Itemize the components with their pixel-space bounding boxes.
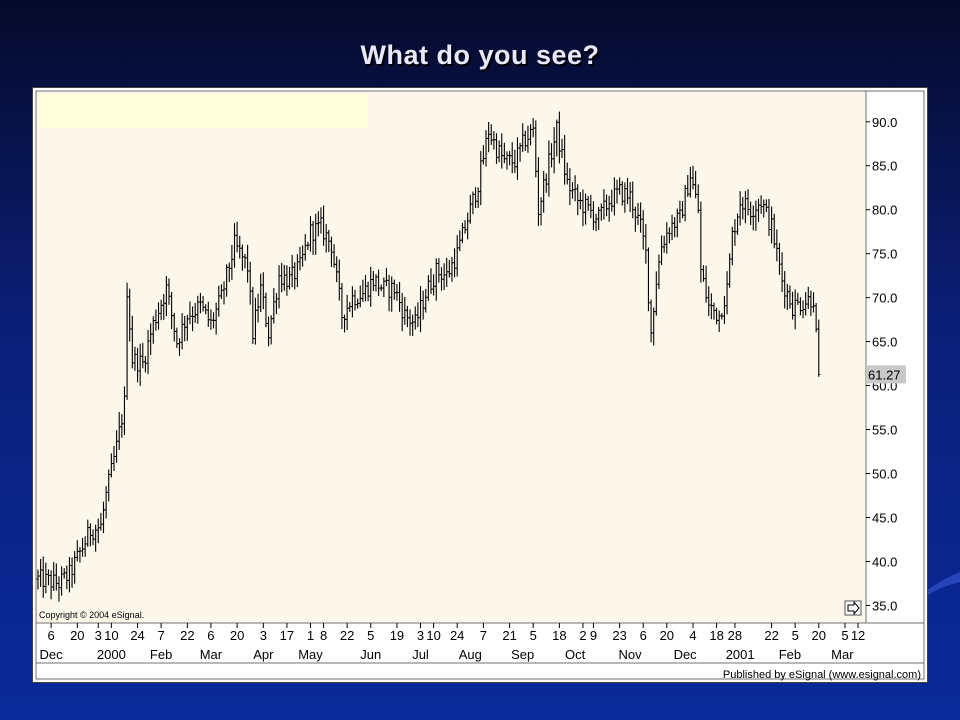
y-tick-label: 50.0 xyxy=(872,467,897,482)
x-day-label: 3 xyxy=(417,628,424,643)
slide-title: What do you see? xyxy=(360,40,600,70)
y-tick-label: 40.0 xyxy=(872,554,897,569)
y-tick-label: 70.0 xyxy=(872,291,897,306)
x-month-label: Jun xyxy=(360,647,381,662)
x-day-label: 3 xyxy=(95,628,102,643)
x-day-label: 18 xyxy=(709,628,723,643)
x-day-label: 10 xyxy=(426,628,440,643)
y-tick-label: 35.0 xyxy=(872,598,897,613)
last-price-label: 61.27 xyxy=(868,367,901,382)
x-day-label: 6 xyxy=(640,628,647,643)
x-day-label: 4 xyxy=(689,628,696,643)
x-day-label: 9 xyxy=(590,628,597,643)
x-day-label: 6 xyxy=(47,628,54,643)
x-month-label: Apr xyxy=(253,647,274,662)
x-month-label: Dec xyxy=(40,647,64,662)
y-tick-label: 55.0 xyxy=(872,423,897,438)
decorative-swoosh xyxy=(922,572,960,596)
x-month-label: Sep xyxy=(511,647,534,662)
footer-bar xyxy=(35,662,925,680)
x-month-label: 2001 xyxy=(726,647,755,662)
plot-area xyxy=(35,90,867,624)
x-day-label: 28 xyxy=(728,628,742,643)
x-month-label: 2000 xyxy=(97,647,126,662)
x-day-label: 2 xyxy=(579,628,586,643)
x-day-label: 5 xyxy=(792,628,799,643)
x-day-label: 20 xyxy=(812,628,826,643)
x-month-label: Mar xyxy=(831,647,854,662)
x-day-label: 8 xyxy=(320,628,327,643)
x-day-label: 20 xyxy=(230,628,244,643)
x-day-label: 7 xyxy=(158,628,165,643)
x-day-label: 6 xyxy=(207,628,214,643)
x-month-label: Feb xyxy=(150,647,172,662)
chart-frame: Copyright © 2004 eSignal. 35.0 40.0 45.0 50… xyxy=(32,87,928,683)
x-day-label: 23 xyxy=(612,628,626,643)
x-day-label: 22 xyxy=(340,628,354,643)
x-day-label: 10 xyxy=(104,628,118,643)
x-day-label: 17 xyxy=(280,628,294,643)
ohlc-bar xyxy=(817,319,821,377)
x-day-label: 19 xyxy=(390,628,404,643)
scroll-arrow-icon[interactable] xyxy=(844,600,862,616)
y-tick-label: 65.0 xyxy=(872,335,897,350)
x-axis-ticks: 6 20 3 10 24 7 22 6 20 3 17 1 8 22 5 19 3 10 24 7 21 5 18 2 9 23 6… xyxy=(40,623,865,662)
x-month-label: Oct xyxy=(565,647,586,662)
x-day-label: 5 xyxy=(367,628,374,643)
x-day-label: 3 xyxy=(260,628,267,643)
x-month-label: Jul xyxy=(412,647,429,662)
y-tick-label: 90.0 xyxy=(872,115,897,130)
x-day-label: 22 xyxy=(764,628,778,643)
x-month-label: Mar xyxy=(200,647,223,662)
x-month-label: May xyxy=(298,647,323,662)
price-bars xyxy=(36,111,821,602)
publisher-credit: Published by eSignal (www.esignal.com) xyxy=(722,669,921,681)
copyright-text: Copyright © 2004 eSignal. xyxy=(39,610,144,620)
header-mask xyxy=(40,94,368,128)
x-day-label: 7 xyxy=(480,628,487,643)
price-chart: Copyright © 2004 eSignal. 35.0 40.0 45.0 50… xyxy=(35,90,925,680)
y-tick-label: 80.0 xyxy=(872,203,897,218)
x-day-label: 18 xyxy=(552,628,566,643)
x-day-label: 20 xyxy=(660,628,674,643)
x-month-label: Nov xyxy=(619,647,643,662)
x-day-label: 20 xyxy=(70,628,84,643)
x-day-label: 1 xyxy=(307,628,314,643)
y-tick-label: 85.0 xyxy=(872,159,897,174)
x-axis-area xyxy=(35,622,925,664)
x-day-label: 5 xyxy=(841,628,848,643)
x-day-label: 5 xyxy=(530,628,537,643)
y-tick-label: 75.0 xyxy=(872,247,897,262)
x-day-label: 21 xyxy=(502,628,516,643)
x-month-label: Feb xyxy=(779,647,801,662)
last-price-tag: 61.27 xyxy=(866,365,906,384)
x-day-label: 12 xyxy=(851,628,865,643)
y-tick-label: 45.0 xyxy=(872,510,897,525)
x-day-label: 22 xyxy=(180,628,194,643)
x-month-label: Aug xyxy=(459,647,482,662)
y-axis-ticks: 35.040.045.050.055.060.065.070.075.080.0… xyxy=(866,115,906,613)
x-day-label: 24 xyxy=(130,628,144,643)
x-day-label: 24 xyxy=(450,628,464,643)
x-month-label: Dec xyxy=(674,647,698,662)
